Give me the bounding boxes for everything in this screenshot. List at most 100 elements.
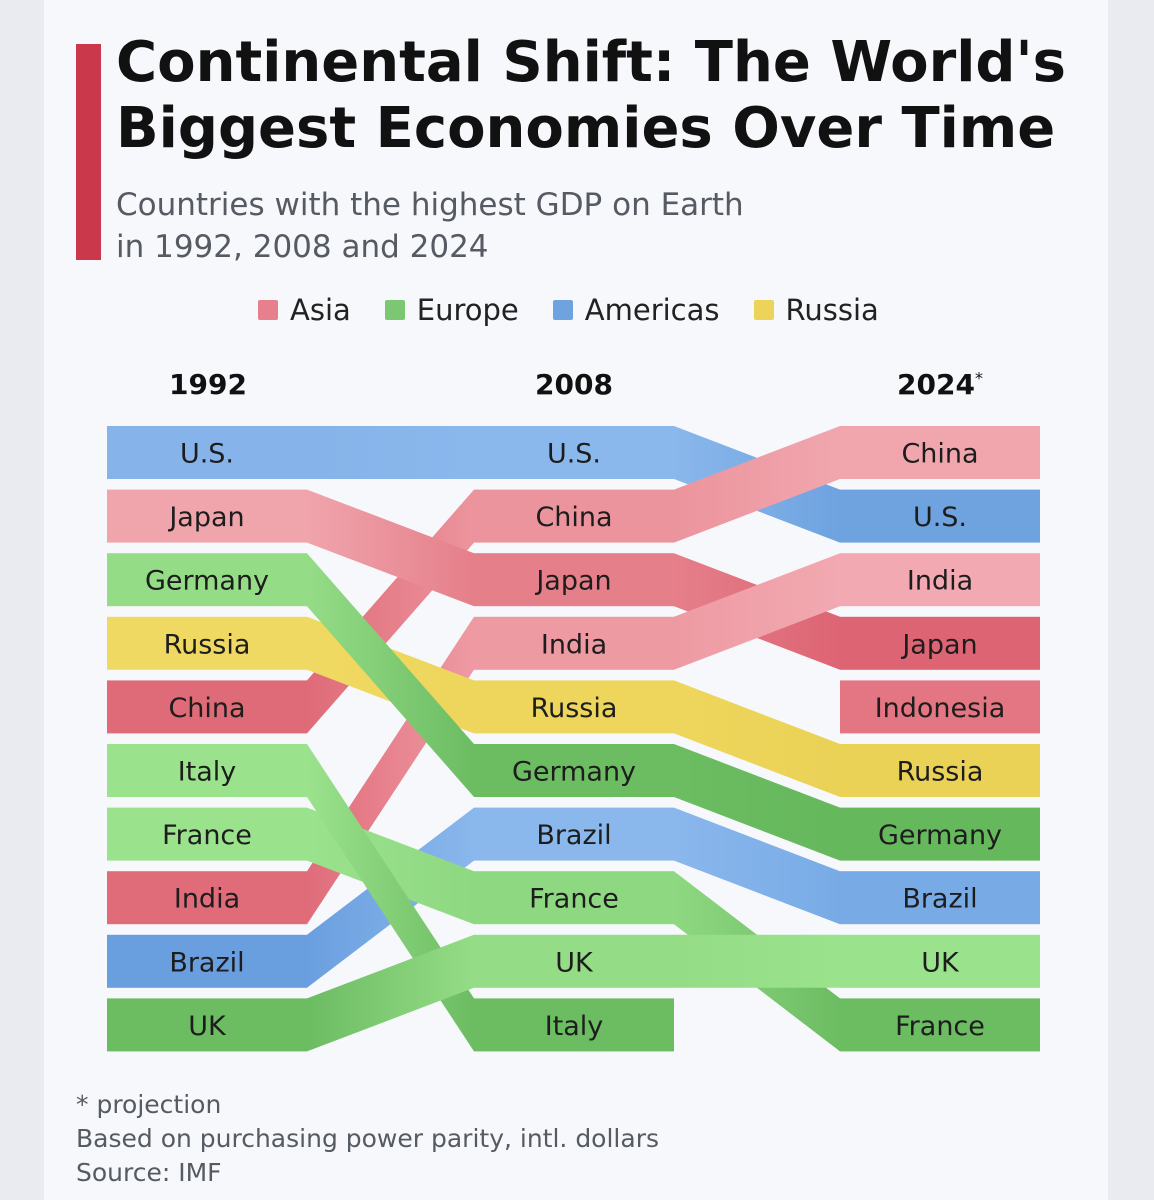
rank-box-india-2008 (474, 616, 674, 670)
rank-label-india-1992: India (174, 884, 240, 915)
projection-marker: * (974, 368, 983, 388)
legend-label-europe: Europe (416, 293, 519, 327)
rank-box-india-1992 (107, 871, 307, 925)
column-year-2024: 2024 (897, 368, 975, 401)
rank-label-u-s-2008: U.S. (547, 439, 601, 470)
rank-box-germany-2024 (840, 807, 1040, 861)
title-accent-bar (76, 44, 101, 260)
rank-label-russia-2008: Russia (531, 693, 618, 724)
legend-item-europe: Europe (384, 293, 519, 327)
rank-box-russia-2008 (474, 680, 674, 734)
rank-box-france-2024 (840, 998, 1040, 1052)
column-header-2008: 2008 (474, 368, 674, 401)
rank-box-italy-1992 (107, 744, 307, 797)
connector-china-2008-2024 (674, 426, 840, 543)
rank-box-germany-1992 (107, 553, 307, 607)
rank-label-indonesia-2024: Indonesia (875, 693, 1006, 724)
rank-label-japan-1992: Japan (167, 502, 244, 533)
rank-box-india-2024 (840, 553, 1040, 607)
chart-subtitle: Countries with the highest GDP on Earth … (116, 184, 816, 268)
legend-item-americas: Americas (552, 293, 720, 327)
connector-bands (307, 426, 840, 1052)
rank-box-uk-1992 (107, 998, 307, 1052)
legend-swatch-europe (384, 300, 405, 320)
legend-item-asia: Asia (258, 293, 351, 327)
footer-projection-note: * projection (76, 1090, 222, 1119)
connector-u-s-1992-2008 (307, 426, 474, 479)
connector-germany-2008-2024 (674, 744, 840, 861)
rank-box-u-s-2008 (474, 426, 674, 479)
rank-labels: U.S. U.S. U.S. China China China Japan Japan Jap… (145, 439, 1005, 1042)
legend-label-russia: Russia (785, 293, 879, 327)
rank-label-germany-2024: Germany (878, 820, 1002, 851)
column-header-1992: 1992 (108, 368, 308, 401)
connector-brazil-2008-2024 (674, 807, 840, 925)
rank-box-italy-2008 (474, 998, 674, 1052)
rank-box-russia-2024 (840, 744, 1040, 797)
legend-label-asia: Asia (290, 293, 351, 327)
legend-swatch-russia (753, 300, 774, 320)
rank-box-brazil-1992 (107, 934, 307, 988)
rank-box-france-2008 (474, 871, 674, 925)
connector-india-2008-2024 (674, 553, 840, 670)
rank-label-brazil-1992: Brazil (169, 947, 244, 978)
rank-box-china-2008 (474, 489, 674, 543)
rank-box-japan-2008 (474, 553, 674, 607)
rank-label-italy-1992: Italy (178, 757, 237, 788)
rank-label-u-s-2024: U.S. (913, 502, 967, 533)
rank-label-italy-2008: Italy (545, 1011, 604, 1042)
footer-basis-note: Based on purchasing power parity, intl. … (76, 1124, 659, 1153)
rank-label-india-2024: India (907, 566, 973, 597)
column-header-2024: 2024* (840, 368, 1040, 401)
connector-russia-2008-2024 (674, 680, 840, 797)
rank-box-brazil-2008 (474, 807, 674, 861)
subtitle-line-2: in 1992, 2008 and 2024 (116, 229, 489, 265)
rank-box-uk-2024 (840, 934, 1040, 988)
rank-label-u-s-1992: U.S. (180, 439, 234, 470)
chart-footer: * projection Based on purchasing power p… (76, 1088, 659, 1190)
rank-label-china-2008: China (535, 502, 612, 533)
rank-box-russia-1992 (107, 616, 307, 670)
rank-box-japan-1992 (107, 489, 307, 543)
chart-title: Continental Shift: The World's Biggest E… (116, 30, 1066, 161)
rank-box-u-s-1992 (107, 426, 307, 479)
rank-label-india-2008: India (541, 629, 607, 660)
rank-boxes (107, 426, 1040, 1052)
rank-label-france-1992: France (162, 820, 252, 851)
legend-swatch-americas (552, 300, 573, 320)
rank-label-france-2008: France (529, 884, 619, 915)
rank-label-germany-2008: Germany (512, 757, 636, 788)
rank-box-brazil-2024 (840, 871, 1040, 925)
rank-box-japan-2024 (840, 616, 1040, 670)
rank-label-russia-1992: Russia (164, 629, 251, 660)
legend-swatch-asia (258, 300, 278, 320)
rank-label-uk-1992: UK (188, 1011, 227, 1042)
rank-label-brazil-2008: Brazil (536, 820, 611, 851)
column-year-1992: 1992 (169, 368, 247, 401)
rank-label-brazil-2024: Brazil (902, 884, 977, 915)
rank-label-japan-2024: Japan (900, 629, 977, 660)
rank-label-china-1992: China (168, 693, 245, 724)
rank-box-china-1992 (107, 680, 307, 734)
rank-label-uk-2008: UK (555, 947, 594, 978)
rank-box-france-1992 (107, 807, 307, 861)
footer-source: Source: IMF (76, 1158, 222, 1187)
legend-item-russia: Russia (753, 293, 879, 327)
page-margin-right (1108, 0, 1154, 1200)
rank-label-russia-2024: Russia (897, 757, 984, 788)
rank-box-u-s-2024 (840, 489, 1040, 543)
column-year-2008: 2008 (535, 368, 613, 401)
connector-uk-1992-2008 (307, 934, 474, 1052)
page-margin-left (0, 0, 44, 1200)
legend: Asia Europe Americas Russia (258, 290, 879, 330)
rank-label-japan-2008: Japan (534, 566, 611, 597)
connector-uk-2008-2024 (674, 934, 840, 988)
legend-label-americas: Americas (584, 293, 720, 327)
rank-label-germany-1992: Germany (145, 566, 269, 597)
subtitle-line-1: Countries with the highest GDP on Earth (116, 187, 744, 223)
rank-box-indonesia-2024 (840, 680, 1040, 734)
rank-box-germany-2008 (474, 744, 674, 797)
rank-box-china-2024 (840, 426, 1040, 479)
connector-germany-1992-2008 (307, 553, 474, 797)
